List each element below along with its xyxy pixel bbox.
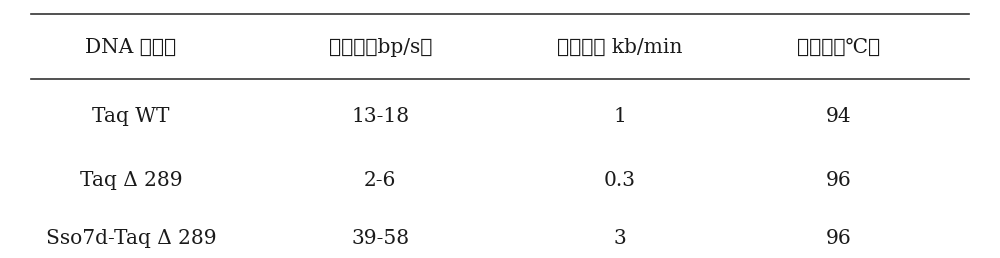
Text: 耐热性（℃）: 耐热性（℃） — [797, 38, 881, 57]
Text: Taq Δ 289: Taq Δ 289 — [80, 171, 182, 190]
Text: 续进性（bp/s）: 续进性（bp/s） — [329, 38, 432, 57]
Text: 2-6: 2-6 — [364, 171, 397, 190]
Text: 96: 96 — [826, 171, 852, 190]
Text: 3: 3 — [613, 229, 626, 248]
Text: Taq WT: Taq WT — [92, 107, 170, 126]
Text: 13-18: 13-18 — [351, 107, 409, 126]
Text: 96: 96 — [826, 229, 852, 248]
Text: 0.3: 0.3 — [604, 171, 636, 190]
Text: Sso7d-Taq Δ 289: Sso7d-Taq Δ 289 — [46, 229, 216, 248]
Text: 39-58: 39-58 — [351, 229, 409, 248]
Text: 94: 94 — [826, 107, 852, 126]
Text: 延伸速度 kb/min: 延伸速度 kb/min — [557, 38, 682, 57]
Text: 1: 1 — [613, 107, 626, 126]
Text: DNA 聚合酶: DNA 聚合酶 — [85, 38, 177, 57]
